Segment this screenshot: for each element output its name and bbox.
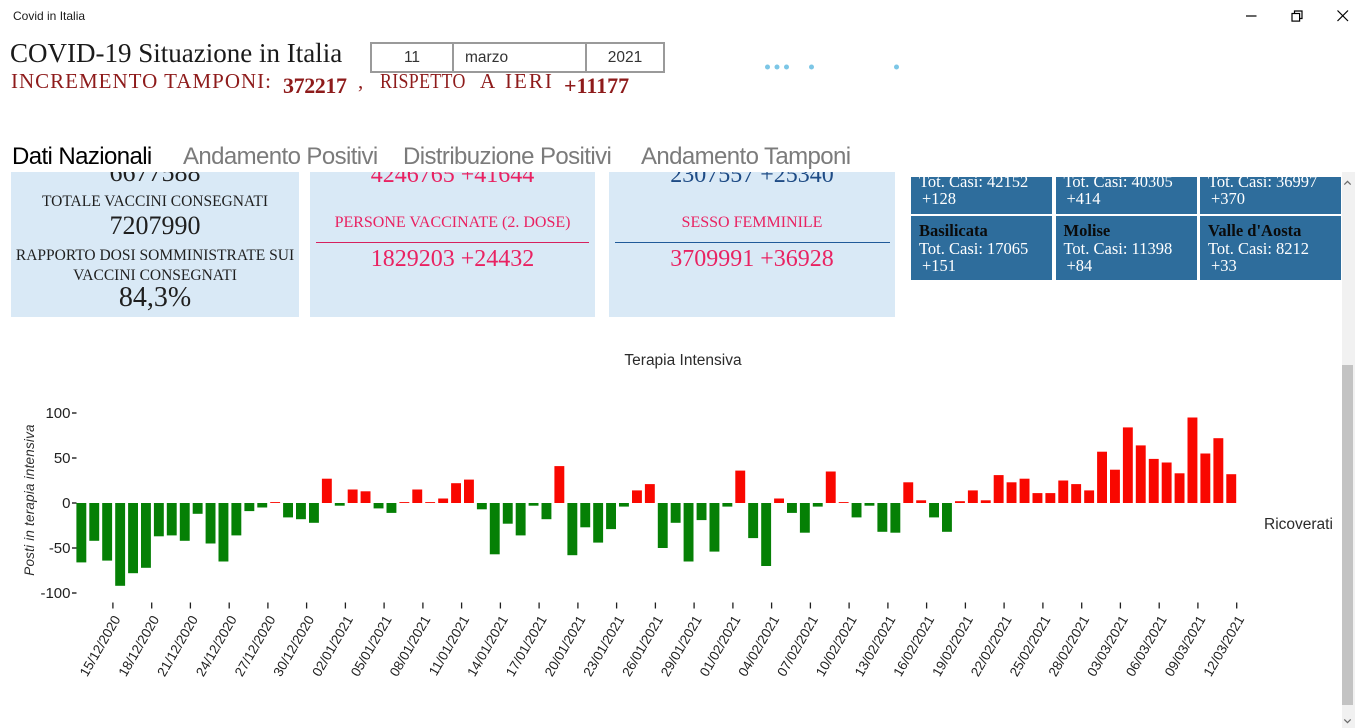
svg-text:50: 50 (54, 450, 71, 467)
svg-text:Posti in terapia intensiva: Posti in terapia intensiva (22, 424, 37, 576)
svg-text:12/03/2021: 12/03/2021 (1201, 613, 1248, 679)
svg-text:-50: -50 (49, 540, 71, 557)
svg-text:Terapia Intensiva: Terapia Intensiva (624, 352, 742, 369)
svg-text:-100: -100 (40, 585, 70, 602)
svg-text:0: 0 (62, 495, 70, 512)
svg-text:Ricoverati: Ricoverati (1264, 516, 1333, 533)
svg-text:100: 100 (45, 405, 70, 422)
